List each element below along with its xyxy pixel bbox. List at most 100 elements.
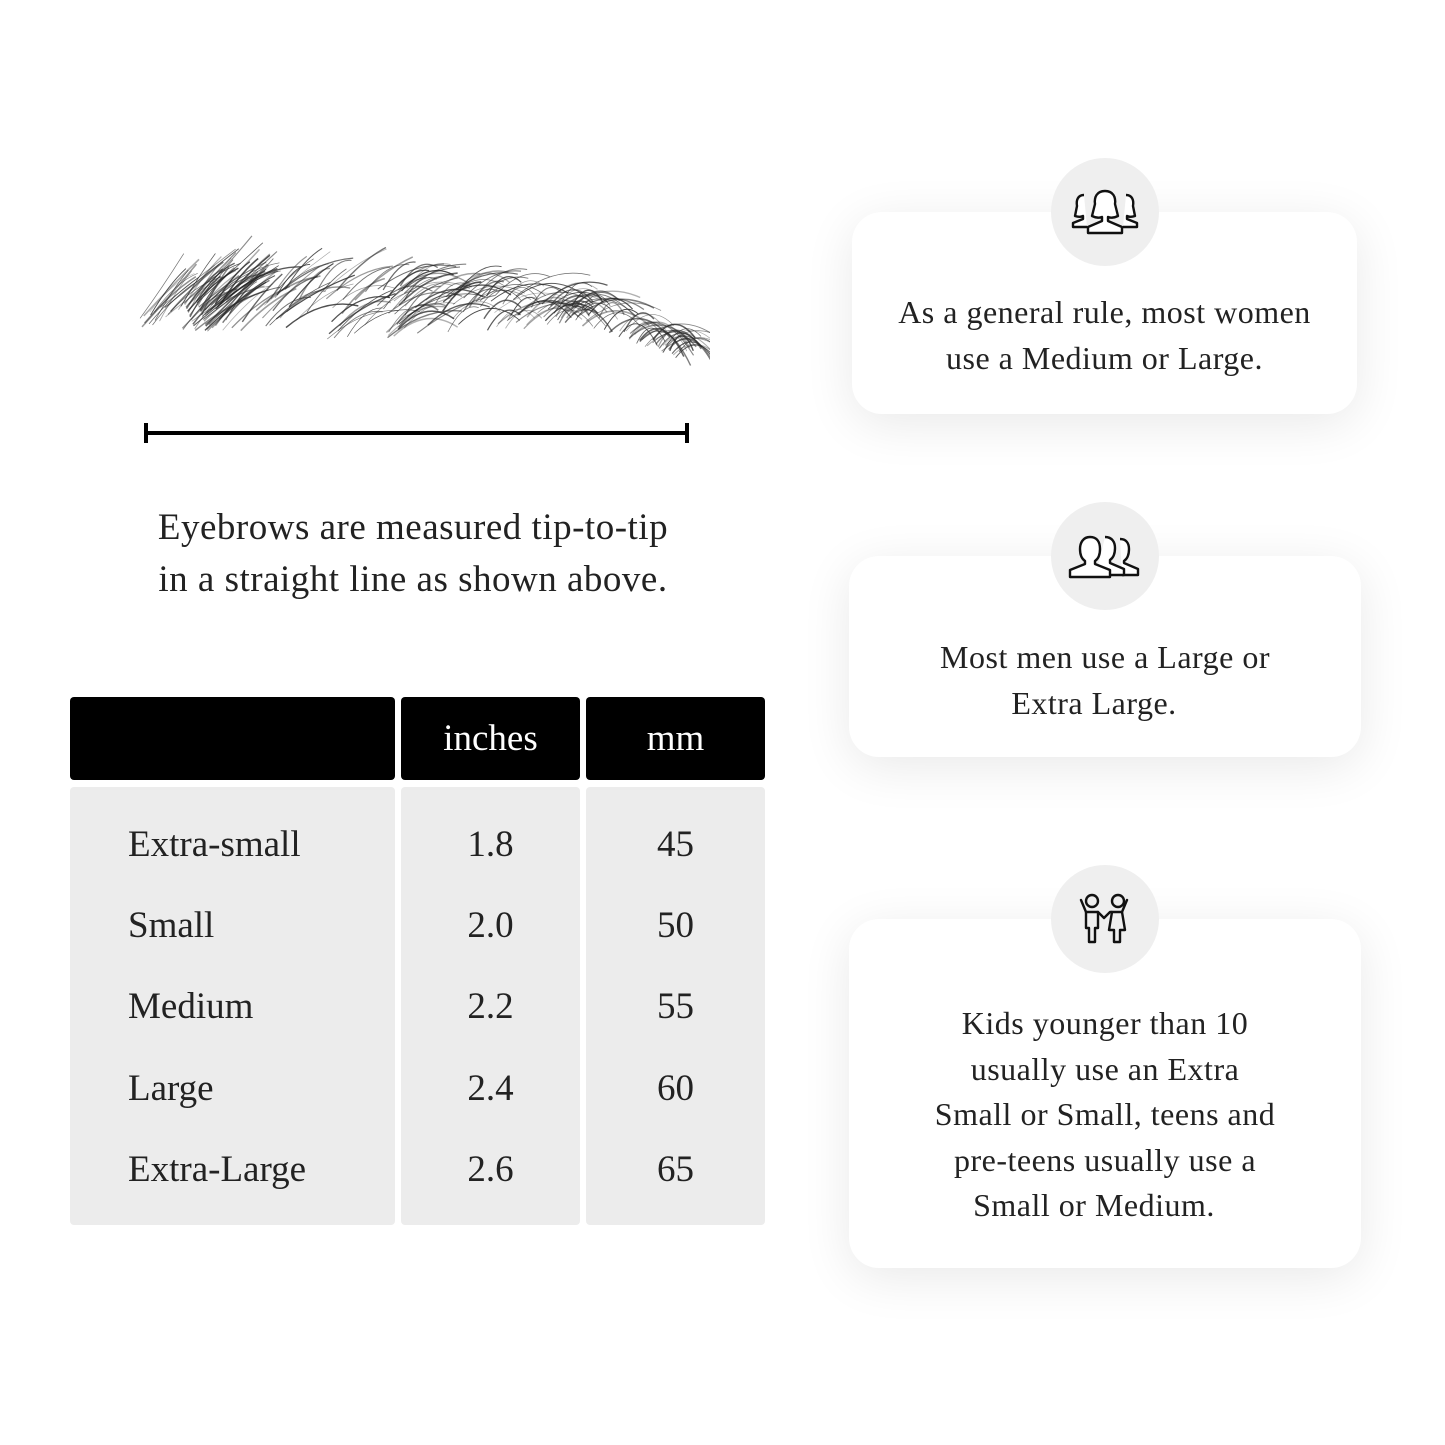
eyebrow-hair bbox=[229, 263, 268, 314]
eyebrow-hair bbox=[652, 331, 710, 358]
eyebrow-hair bbox=[189, 275, 221, 318]
table-cell-mm: 60 bbox=[657, 1068, 694, 1109]
eyebrow-hair bbox=[537, 300, 607, 327]
eyebrow-hair bbox=[279, 290, 326, 319]
table-cell-mm: 55 bbox=[657, 986, 694, 1027]
eyebrow-hair bbox=[560, 282, 593, 304]
eyebrow-hair bbox=[427, 303, 490, 326]
eyebrow-hair bbox=[668, 338, 710, 361]
eyebrow-hair bbox=[214, 261, 251, 305]
eyebrow-hair bbox=[404, 263, 467, 294]
eyebrow-hair bbox=[298, 267, 331, 300]
eyebrow-hair bbox=[603, 308, 639, 330]
eyebrow-hair bbox=[543, 294, 602, 318]
eyebrow-hair bbox=[505, 309, 543, 329]
eyebrow-hair bbox=[225, 253, 271, 303]
eyebrow-hair bbox=[241, 273, 283, 323]
eyebrow-hair bbox=[286, 286, 351, 312]
card-text-line: Most men use a Large or bbox=[940, 639, 1270, 675]
eyebrow-hair bbox=[585, 302, 662, 322]
eyebrow-hair bbox=[641, 323, 710, 341]
eyebrow-hair bbox=[480, 289, 522, 307]
table-cell-size: Extra-Large bbox=[128, 1149, 307, 1190]
eyebrow-hair bbox=[625, 314, 675, 332]
eyebrow-hair bbox=[201, 267, 264, 317]
eyebrow-hair bbox=[337, 289, 392, 332]
eyebrow-hair bbox=[404, 282, 453, 307]
eyebrow-hair bbox=[354, 256, 414, 301]
eyebrow-hair bbox=[332, 285, 395, 309]
eyebrow-hair bbox=[296, 283, 354, 321]
women-group-icon bbox=[1051, 158, 1159, 266]
eyebrow-hair bbox=[486, 309, 521, 331]
eyebrow-hair bbox=[206, 271, 276, 331]
eyebrow-hair bbox=[141, 263, 198, 328]
eyebrow-hair bbox=[382, 261, 416, 291]
eyebrow-hair bbox=[475, 276, 529, 302]
eyebrow-hair bbox=[160, 248, 236, 308]
eyebrow-hair bbox=[403, 302, 456, 329]
eyebrow-hair bbox=[201, 266, 230, 316]
measurement-line bbox=[144, 423, 689, 443]
eyebrow-hair bbox=[445, 272, 518, 298]
eyebrow-hair bbox=[393, 317, 459, 337]
card-text-line: Extra Large. bbox=[1011, 684, 1177, 721]
eyebrow-hair bbox=[396, 303, 439, 325]
eyebrow-hair bbox=[675, 344, 710, 359]
eyebrow-hair bbox=[581, 310, 650, 327]
eyebrow-hair bbox=[323, 248, 387, 293]
eyebrow-hair bbox=[502, 287, 537, 305]
eyebrow-hair bbox=[671, 341, 710, 356]
eyebrow-hair bbox=[149, 273, 195, 313]
eyebrow-hair bbox=[463, 270, 522, 299]
eyebrow-hair bbox=[387, 269, 430, 298]
eyebrow-hair bbox=[365, 264, 410, 293]
eyebrow-hair bbox=[150, 268, 187, 316]
eyebrow-hair bbox=[143, 258, 200, 317]
eyebrow-hair bbox=[666, 328, 702, 347]
eyebrow-hair bbox=[639, 330, 692, 366]
eyebrow-hair bbox=[353, 309, 421, 334]
eyebrow-hair bbox=[558, 305, 590, 324]
eyebrow-hair bbox=[387, 310, 462, 339]
eyebrow-hair bbox=[347, 307, 383, 337]
eyebrow-hair bbox=[336, 246, 387, 291]
eyebrow-hair bbox=[490, 283, 569, 302]
eyebrow-hair bbox=[397, 272, 471, 291]
eyebrow-hair bbox=[515, 272, 591, 297]
eyebrow-hair bbox=[341, 277, 385, 314]
eyebrow-hair bbox=[165, 270, 236, 318]
table-cell-mm: 45 bbox=[657, 824, 694, 865]
table-cell-size: Extra-small bbox=[128, 824, 301, 865]
eyebrow-hair bbox=[218, 275, 276, 320]
card-text-line: Small or Small, teens and bbox=[934, 1096, 1276, 1132]
eyebrow-hair bbox=[678, 337, 710, 353]
card-text-line: use a Medium or Large. bbox=[946, 339, 1263, 376]
eyebrow-hair bbox=[408, 295, 452, 322]
table-cell-inches: 2.0 bbox=[467, 905, 514, 946]
card-text-line: pre-teens usually use a bbox=[953, 1141, 1257, 1178]
eyebrow-hair bbox=[139, 253, 185, 319]
eyebrow-hair bbox=[401, 269, 454, 292]
eyebrow-hair bbox=[288, 263, 334, 308]
eyebrow-hair bbox=[342, 266, 391, 300]
table-cell-mm: 50 bbox=[657, 905, 694, 946]
eyebrow-hair bbox=[676, 337, 710, 350]
eyebrow-hair bbox=[159, 270, 192, 322]
eyebrow-hair bbox=[664, 330, 710, 346]
eyebrow-hair bbox=[393, 281, 471, 302]
table-column-inches bbox=[401, 787, 580, 1225]
eyebrow-hair bbox=[494, 292, 568, 313]
eyebrow-hair bbox=[205, 274, 262, 327]
eyebrow-hair bbox=[479, 284, 546, 302]
table-cell-size: Large bbox=[128, 1068, 214, 1109]
eyebrow-hair bbox=[377, 264, 457, 290]
eyebrow-hair bbox=[497, 300, 567, 325]
table-cell-inches: 2.4 bbox=[467, 1068, 514, 1109]
eyebrow-hair bbox=[629, 322, 695, 356]
eyebrow-hair bbox=[170, 261, 224, 312]
eyebrow-hair bbox=[225, 281, 258, 321]
eyebrow-hair bbox=[220, 257, 259, 305]
caption-line: Eyebrows are measured tip-to-tip bbox=[157, 507, 669, 548]
card-kids: Kids younger than 10 usually use an Extr… bbox=[849, 919, 1361, 1268]
